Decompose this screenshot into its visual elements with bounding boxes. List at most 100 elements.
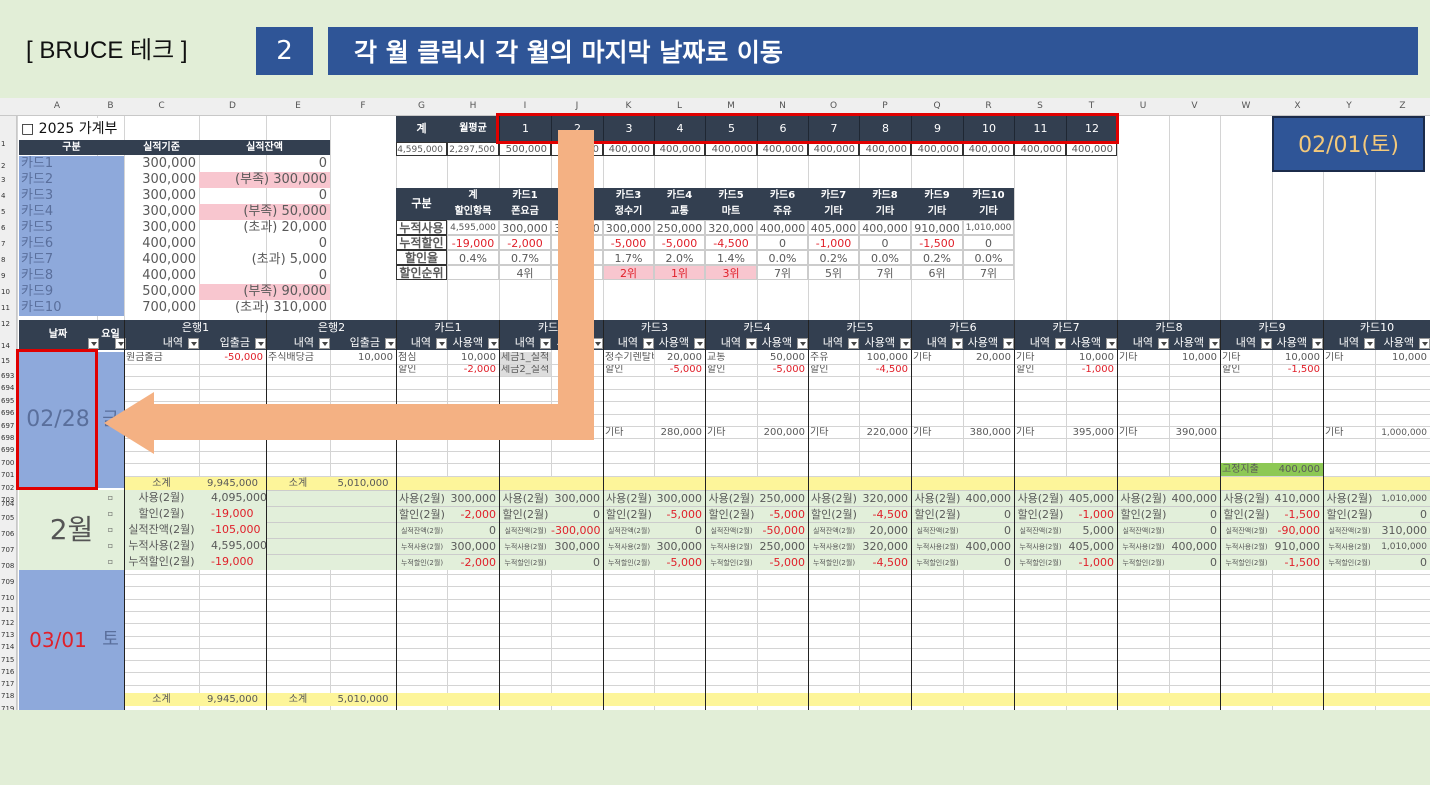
column-header-n[interactable]: N [779, 101, 786, 111]
row-header[interactable]: 699 [1, 446, 15, 455]
ledger-entry-amount[interactable]: 10,000 [461, 352, 496, 363]
month-button-9[interactable]: 9 [911, 116, 963, 142]
column-header-u[interactable]: U [1139, 101, 1147, 111]
month-button-12[interactable]: 12 [1066, 116, 1117, 142]
column-header-m[interactable]: M [727, 101, 735, 111]
ledger-entry-detail[interactable]: 기타 [1016, 427, 1035, 438]
ledger-entry-detail[interactable]: 주식배당금 [268, 352, 314, 363]
month-button-10[interactable]: 10 [963, 116, 1014, 142]
filter-dropdown-icon[interactable] [848, 338, 859, 349]
column-header-l[interactable]: L [676, 101, 682, 111]
column-header-p[interactable]: P [882, 101, 888, 111]
row-header[interactable]: 716 [1, 667, 15, 676]
row-header[interactable]: 702 [1, 483, 15, 492]
ledger-entry-detail[interactable]: 할인 [398, 364, 417, 375]
column-header-i[interactable]: I [523, 101, 527, 111]
row-header[interactable]: 694 [1, 384, 15, 393]
column-header-d[interactable]: D [229, 101, 236, 111]
month-button-11[interactable]: 11 [1014, 116, 1066, 142]
month-button-1[interactable]: 1 [499, 116, 551, 142]
row-header[interactable]: 6 [1, 224, 6, 232]
column-header-s[interactable]: S [1037, 101, 1043, 111]
ledger-filter-detail[interactable]: 내역 [1220, 335, 1272, 350]
ledger-filter-amount[interactable]: 사용액 [1272, 335, 1323, 350]
ledger-entry-amount[interactable]: -1,500 [1287, 364, 1320, 375]
ledger-entry-amount[interactable]: 220,000 [866, 427, 908, 438]
row-header[interactable]: 708 [1, 562, 15, 570]
ledger-entry-amount[interactable] [1375, 364, 1430, 376]
filter-dropdown-icon[interactable] [746, 338, 757, 349]
ledger-entry-amount[interactable]: 10,000 [1285, 352, 1320, 363]
row-header[interactable]: 701 [1, 471, 15, 480]
ledger-entry-detail[interactable]: 기타 [1119, 427, 1138, 438]
column-header-k[interactable]: K [625, 101, 632, 111]
column-header-h[interactable]: H [469, 101, 477, 111]
ledger-entry-detail[interactable]: 기타 [1119, 352, 1138, 363]
ledger-entry-detail[interactable]: 기타 [1325, 427, 1344, 438]
row-header[interactable]: 717 [1, 680, 15, 689]
filter-dropdown-icon[interactable] [900, 338, 911, 349]
ledger-entry-amount[interactable]: 390,000 [1175, 427, 1217, 438]
date-cell-0228[interactable]: 02/28 [19, 352, 97, 488]
column-header-a[interactable]: A [53, 101, 61, 111]
ledger-filter-amount[interactable]: 사용액 [1066, 335, 1117, 350]
ledger-entry-amount[interactable] [330, 364, 396, 376]
ledger-entry-amount[interactable]: -1,000 [1081, 364, 1114, 375]
ledger-entry-amount[interactable]: 10,000 [1182, 352, 1217, 363]
ledger-entry-detail[interactable]: 교통 [707, 352, 726, 363]
ledger-entry-amount[interactable]: -50,000 [224, 352, 263, 363]
ledger-entry-amount[interactable] [963, 364, 1014, 376]
column-header-b[interactable]: B [107, 101, 114, 111]
ledger-filter-detail[interactable]: 내역 [499, 335, 551, 350]
ledger-entry-amount[interactable]: -2,000 [463, 364, 496, 375]
filter-dropdown-icon[interactable] [1003, 338, 1014, 349]
filter-dropdown-icon[interactable] [255, 338, 266, 349]
ledger-entry-amount[interactable] [1169, 364, 1220, 376]
row-header[interactable]: 712 [1, 618, 15, 627]
filter-dropdown-icon[interactable] [540, 338, 551, 349]
filter-dropdown-icon[interactable] [1419, 338, 1430, 349]
filter-dropdown-icon[interactable] [488, 338, 499, 349]
month-button-3[interactable]: 3 [603, 116, 654, 142]
ledger-filter-detail[interactable]: 내역 [603, 335, 654, 350]
ledger-entry-detail[interactable] [266, 364, 330, 376]
ledger-entry-detail[interactable] [1323, 364, 1375, 376]
row-header[interactable]: 10 [1, 288, 10, 296]
ledger-entry-amount[interactable]: 10,000 [358, 352, 393, 363]
filter-dropdown-icon[interactable] [643, 338, 654, 349]
ledger-entry-amount[interactable]: 1,000,000 [1381, 428, 1427, 438]
ledger-entry-amount[interactable]: 100,000 [866, 352, 908, 363]
filter-dropdown-icon[interactable] [1055, 338, 1066, 349]
ledger-entry-detail[interactable]: 정수기렌탈비 [605, 352, 654, 363]
filter-dropdown-icon[interactable] [385, 338, 396, 349]
row-header[interactable]: 705 [1, 514, 15, 522]
row-header[interactable]: 5 [1, 208, 6, 216]
row-header[interactable]: 707 [1, 546, 15, 554]
ledger-filter-amount[interactable]: 사용액 [859, 335, 911, 350]
filter-dropdown-icon[interactable] [1106, 338, 1117, 349]
filter-dropdown-icon[interactable] [797, 338, 808, 349]
row-header[interactable]: 715 [1, 655, 15, 664]
ledger-entry-amount[interactable]: -4,500 [875, 364, 908, 375]
filter-dropdown-icon[interactable] [88, 338, 99, 349]
column-header-c[interactable]: C [158, 101, 165, 111]
column-header-t[interactable]: T [1088, 101, 1095, 111]
ledger-entry-detail[interactable]: 원금출금 [126, 352, 163, 363]
row-header[interactable]: 711 [1, 606, 15, 615]
ledger-entry-detail[interactable] [1117, 364, 1169, 376]
ledger-entry-amount[interactable] [1272, 427, 1323, 439]
ledger-filter-detail[interactable]: 내역 [1323, 335, 1375, 350]
row-header[interactable]: 719 [1, 704, 15, 710]
ledger-entry-detail[interactable]: 할인 [605, 364, 624, 375]
row-header[interactable]: 2 [1, 162, 6, 170]
filter-dropdown-icon[interactable] [1312, 338, 1323, 349]
row-header[interactable]: 15 [1, 357, 10, 365]
column-header-v[interactable]: V [1191, 101, 1198, 111]
month-button-5[interactable]: 5 [705, 116, 757, 142]
ledger-entry-detail[interactable]: 기타 [605, 427, 624, 438]
date-cell-0301[interactable]: 03/01 [19, 570, 97, 710]
ledger-entry-detail[interactable]: 점심 [398, 352, 417, 363]
ledger-entry-amount[interactable]: 20,000 [667, 352, 702, 363]
row-header[interactable]: 695 [1, 396, 15, 405]
row-header[interactable]: 8 [1, 256, 6, 264]
